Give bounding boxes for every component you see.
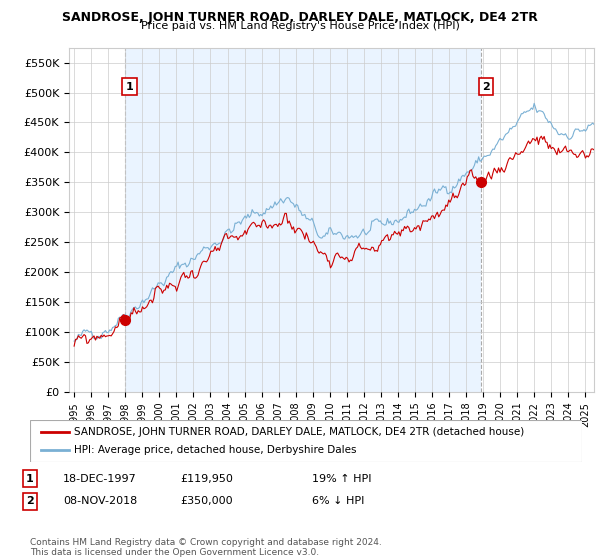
Text: 1: 1	[26, 474, 34, 484]
Text: £119,950: £119,950	[180, 474, 233, 484]
Bar	[125, 48, 481, 392]
Text: Contains HM Land Registry data © Crown copyright and database right 2024.
This d: Contains HM Land Registry data © Crown c…	[30, 538, 382, 557]
Text: £350,000: £350,000	[180, 496, 233, 506]
FancyBboxPatch shape	[30, 420, 582, 462]
Text: 18-DEC-1997: 18-DEC-1997	[63, 474, 137, 484]
Text: 2: 2	[482, 82, 490, 91]
Text: Price paid vs. HM Land Registry's House Price Index (HPI): Price paid vs. HM Land Registry's House …	[140, 21, 460, 31]
Text: 08-NOV-2018: 08-NOV-2018	[63, 496, 137, 506]
Text: SANDROSE, JOHN TURNER ROAD, DARLEY DALE, MATLOCK, DE4 2TR: SANDROSE, JOHN TURNER ROAD, DARLEY DALE,…	[62, 11, 538, 24]
Text: 1: 1	[126, 82, 134, 91]
Text: 2: 2	[26, 496, 34, 506]
Text: 19% ↑ HPI: 19% ↑ HPI	[312, 474, 371, 484]
Text: 6% ↓ HPI: 6% ↓ HPI	[312, 496, 364, 506]
Text: SANDROSE, JOHN TURNER ROAD, DARLEY DALE, MATLOCK, DE4 2TR (detached house): SANDROSE, JOHN TURNER ROAD, DARLEY DALE,…	[74, 427, 524, 437]
Text: HPI: Average price, detached house, Derbyshire Dales: HPI: Average price, detached house, Derb…	[74, 445, 356, 455]
